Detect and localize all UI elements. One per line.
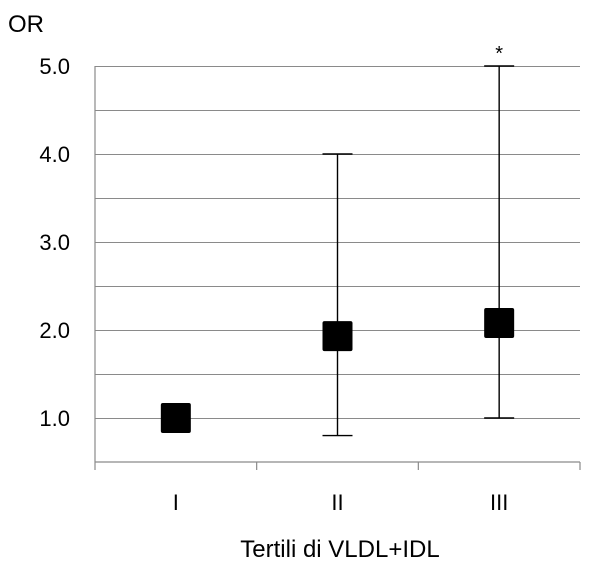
y-axis-label: OR	[8, 11, 44, 38]
y-tick-label: 2.0	[39, 318, 70, 343]
x-axis-label: Tertili di VLDL+IDL	[240, 536, 439, 563]
data-point-marker	[322, 321, 353, 352]
y-tick-label: 5.0	[39, 54, 70, 79]
data-point-marker	[484, 307, 515, 338]
x-tick-label: III	[490, 490, 508, 515]
y-tick-label: 3.0	[39, 230, 70, 255]
data-point-marker	[160, 403, 191, 433]
y-tick-label: 4.0	[39, 142, 70, 167]
axes	[94, 66, 581, 470]
x-tick-label: II	[331, 490, 343, 515]
y-tick-label: 1.0	[39, 406, 70, 431]
x-tick-labels: I II III	[173, 490, 509, 515]
data-markers	[160, 307, 515, 433]
x-tick-label: I	[173, 490, 179, 515]
significance-annotation: *	[495, 43, 503, 65]
error-bars	[322, 65, 515, 437]
annotations: *	[495, 43, 503, 65]
y-tick-labels: 1.0 2.0 3.0 4.0 5.0	[39, 54, 70, 431]
